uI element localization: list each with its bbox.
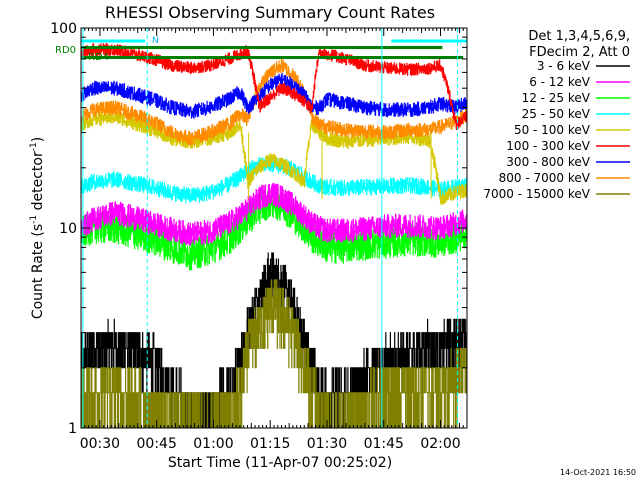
series-300-800-kev (81, 73, 467, 119)
x-tick-label-6: 02:00 (420, 436, 460, 452)
x-axis-ticks: 00:30 00:45 01:00 01:15 01:30 01:45 02:00 (80, 28, 468, 452)
x-tick-label-4: 01:30 (307, 436, 347, 452)
legend-label-300-800-kev: 300 - 800 keV (506, 155, 590, 169)
rd4-label: RD4 (88, 52, 109, 63)
y-tick-label-2: 100 (50, 21, 77, 37)
legend-label-800-7000-kev: 800 - 7000 keV (499, 171, 591, 185)
x-tick-label-0: 00:30 (80, 436, 120, 452)
legend-label-50-100-kev: 50 - 100 keV (514, 123, 591, 137)
series-7000-15000-kev (81, 279, 467, 428)
series-layer (81, 43, 467, 428)
legend-label-3-6-kev: 3 - 6 keV (537, 59, 591, 73)
legend-header-line-1: Det 1,3,4,5,6,9, (528, 29, 630, 44)
legend-label-7000-15000-kev: 7000 - 15000 keV (483, 187, 590, 201)
x-axis-label: Start Time (11-Apr-07 00:25:02) (168, 455, 392, 471)
x-tick-label-3: 01:15 (250, 436, 290, 452)
chart-title: RHESSI Observing Summary Count Rates (105, 3, 435, 22)
legend-label-12-25-kev: 12 - 25 keV (522, 91, 591, 105)
series-6-12-kev (81, 183, 467, 246)
legend-header-line-2: FDecim 2, Att 0 (529, 45, 630, 60)
y-axis-label: Count Rate (s-1 detector-1) (29, 137, 46, 319)
saa-label: N (152, 36, 159, 46)
x-tick-label-5: 01:45 (364, 436, 404, 452)
legend-label-100-300-kev: 100 - 300 keV (506, 139, 590, 153)
series-50-100-kev (81, 109, 467, 206)
footer-timestamp: 14-Oct-2021 16:50 (560, 468, 636, 477)
rd0-label: RD0 (55, 45, 76, 56)
y-axis-ticks: 1 10 100 (50, 21, 467, 437)
x-tick-label-1: 00:45 (137, 436, 177, 452)
x-tick-label-2: 01:00 (193, 436, 233, 452)
series-800-7000-kev (81, 58, 467, 146)
legend-label-25-50-kev: 25 - 50 keV (522, 107, 591, 121)
legend: Det 1,3,4,5,6,9, FDecim 2, Att 0 3 - 6 k… (483, 29, 630, 201)
y-tick-label-0: 1 (68, 421, 77, 437)
y-tick-label-1: 10 (59, 221, 77, 237)
legend-label-6-12-kev: 6 - 12 keV (529, 75, 591, 89)
